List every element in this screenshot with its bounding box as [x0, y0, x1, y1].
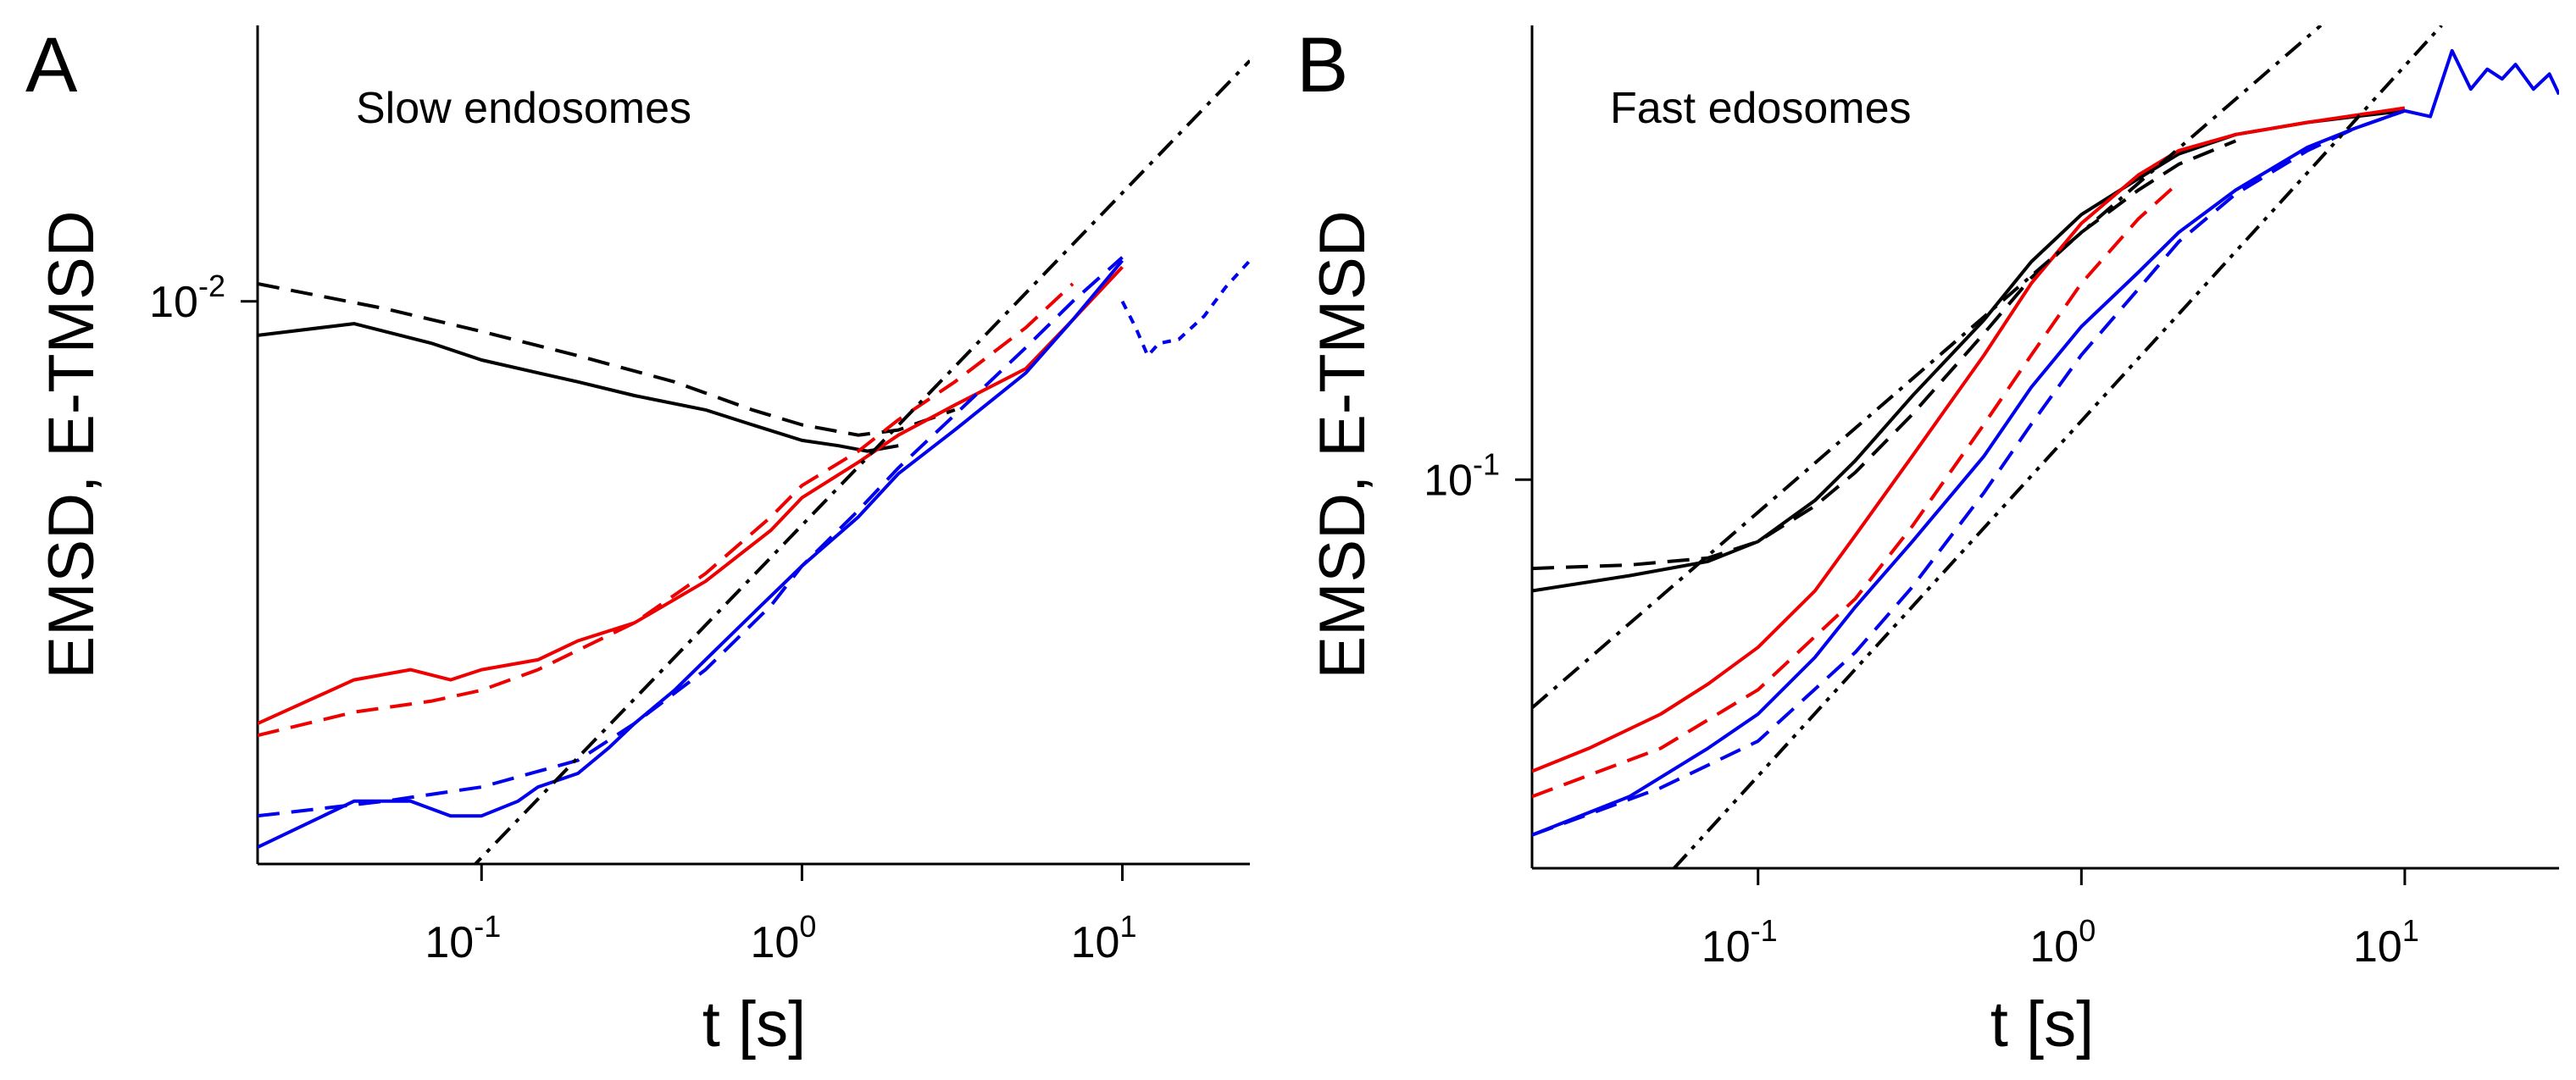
panel-a-x-label: t [s]: [702, 989, 806, 1061]
panel-b-x-tick-label: 10-1: [1702, 913, 1778, 972]
panel-b-y-ticks: 10-1: [1424, 446, 1532, 505]
panel-a-x-tick-label: 100: [750, 909, 816, 967]
panel-b-x-tick-label: 100: [2029, 913, 2096, 972]
panel-b-x-tick-label: 101: [2353, 913, 2419, 972]
panel-a-title: Slow endosomes: [356, 84, 691, 133]
panel-a-y-ticks: 10-2: [149, 269, 258, 327]
panel-a-x-ticks: 10-1 100 101: [425, 864, 1136, 967]
panel-a-letter: A: [25, 22, 78, 108]
panel-a-series-guide-line: [473, 59, 1250, 864]
panel-a-series-black-emsd: [258, 322, 899, 453]
panel-b-series-blue-emsd: [1532, 48, 2559, 837]
panel-b-series-guide-line-lower: [1673, 25, 2443, 868]
panel-b-x-label: t [s]: [1990, 989, 2094, 1061]
panel-a-y-label: EMSD, E-TMSD: [36, 210, 108, 678]
panel-b-series-black-e-tmsd: [1532, 139, 2237, 571]
panel-b-series-guide-line-upper: [1532, 25, 2323, 710]
panel-b-letter: B: [1296, 22, 1348, 108]
panel-b-y-label: EMSD, E-TMSD: [1307, 210, 1379, 678]
panel-b: B Fast edosomes 10-1 100 101 10-1 t [s] EM…: [1296, 22, 2559, 1061]
panel-a-x-tick-label: 10-1: [425, 909, 501, 967]
panel-a-y-tick-label: 10-2: [149, 269, 225, 327]
panel-a-series: [258, 59, 1250, 864]
panel-b-series-red-e-tmsd: [1532, 180, 2180, 799]
panel-a-series-red-emsd: [258, 265, 1124, 726]
panel-a: A Slow endosomes 10-1 100 101 10-2 t [s] E…: [25, 22, 1250, 1061]
panel-a-series-black-e-tmsd: [258, 282, 956, 437]
panel-b-series-red-emsd: [1532, 106, 2406, 773]
panel-a-series-blue-e-tmsd-tail: [1120, 259, 1250, 357]
panel-b-title: Fast edosomes: [1610, 84, 1912, 133]
panel-a-x-tick-label: 101: [1071, 909, 1137, 967]
panel-a-series-blue-e-tmsd: [258, 256, 1124, 818]
panel-b-x-ticks: 10-1 100 101: [1702, 868, 2419, 972]
panel-a-series-red-e-tmsd: [258, 282, 1074, 738]
panel-b-series: [1532, 25, 2559, 868]
panel-b-y-tick-label: 10-1: [1424, 446, 1500, 505]
panel-a-series-blue-emsd: [258, 259, 1124, 850]
